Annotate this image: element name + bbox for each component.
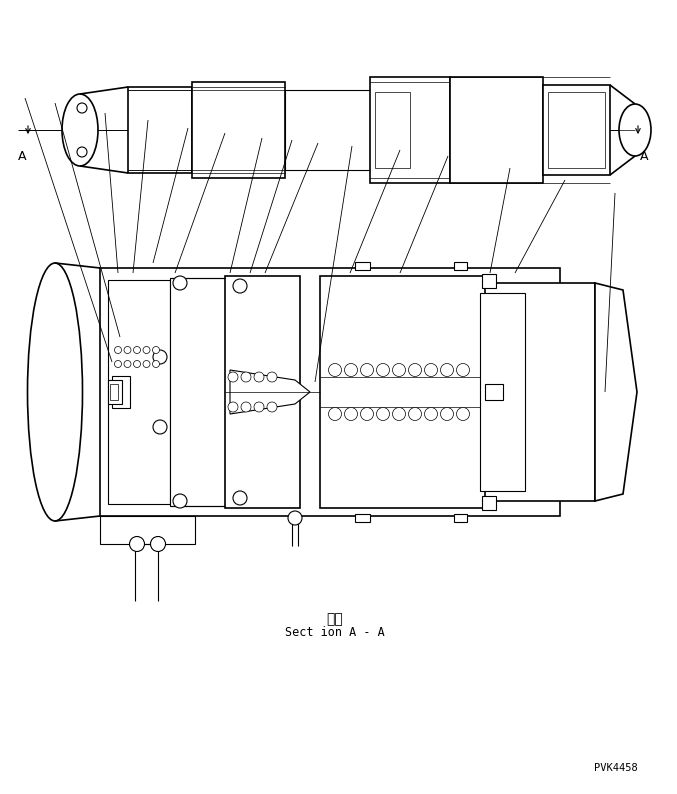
Circle shape: [328, 364, 341, 376]
Circle shape: [288, 511, 302, 525]
Bar: [100, 268, 560, 516]
Bar: [128, 87, 192, 173]
Circle shape: [441, 407, 454, 421]
Circle shape: [456, 364, 470, 376]
Bar: [375, 92, 410, 168]
Text: 断面: 断面: [326, 612, 343, 626]
Circle shape: [328, 407, 341, 421]
Circle shape: [133, 346, 141, 353]
Circle shape: [360, 364, 374, 376]
Bar: [480, 283, 595, 501]
Bar: [225, 276, 300, 508]
Circle shape: [153, 420, 167, 434]
Bar: [482, 274, 496, 288]
Bar: [355, 262, 370, 270]
Circle shape: [376, 364, 389, 376]
Bar: [450, 77, 543, 183]
Circle shape: [267, 372, 277, 382]
Circle shape: [228, 402, 238, 412]
Bar: [454, 514, 467, 522]
Bar: [170, 278, 225, 506]
Circle shape: [173, 276, 187, 290]
Bar: [110, 384, 118, 400]
Circle shape: [241, 372, 251, 382]
Ellipse shape: [28, 263, 83, 521]
Text: Sect ion A - A: Sect ion A - A: [285, 626, 385, 639]
Text: PVK4458: PVK4458: [594, 763, 638, 773]
Circle shape: [376, 407, 389, 421]
Bar: [285, 90, 370, 170]
Circle shape: [143, 346, 150, 353]
Circle shape: [360, 407, 374, 421]
Circle shape: [77, 147, 87, 157]
Bar: [192, 82, 285, 178]
Bar: [112, 376, 130, 408]
Circle shape: [424, 407, 437, 421]
Text: A: A: [18, 150, 26, 163]
Bar: [355, 514, 370, 522]
Circle shape: [124, 346, 131, 353]
Circle shape: [345, 364, 357, 376]
Circle shape: [228, 372, 238, 382]
Circle shape: [254, 402, 264, 412]
Circle shape: [150, 537, 165, 552]
Circle shape: [133, 360, 141, 368]
Circle shape: [424, 364, 437, 376]
Bar: [454, 262, 467, 270]
Bar: [548, 92, 605, 168]
Ellipse shape: [619, 104, 651, 156]
Circle shape: [143, 360, 150, 368]
Polygon shape: [230, 370, 310, 414]
Circle shape: [345, 407, 357, 421]
Circle shape: [393, 364, 406, 376]
Text: A: A: [640, 150, 649, 163]
Circle shape: [114, 360, 121, 368]
Circle shape: [408, 407, 422, 421]
Circle shape: [241, 402, 251, 412]
Circle shape: [441, 364, 454, 376]
Bar: [108, 280, 170, 504]
Circle shape: [114, 346, 121, 353]
Bar: [485, 384, 503, 400]
Circle shape: [77, 103, 87, 113]
Circle shape: [233, 279, 247, 293]
Circle shape: [393, 407, 406, 421]
Polygon shape: [595, 283, 637, 501]
Bar: [543, 85, 610, 175]
Circle shape: [153, 350, 167, 364]
Circle shape: [129, 537, 144, 552]
Circle shape: [152, 346, 160, 353]
Circle shape: [254, 372, 264, 382]
Circle shape: [152, 360, 160, 368]
Bar: [100, 516, 195, 544]
Circle shape: [124, 360, 131, 368]
Bar: [482, 496, 496, 510]
Circle shape: [233, 491, 247, 505]
Circle shape: [408, 364, 422, 376]
Bar: [108, 380, 122, 404]
Bar: [480, 293, 525, 491]
Bar: [370, 77, 450, 183]
Circle shape: [267, 402, 277, 412]
Circle shape: [173, 494, 187, 508]
Ellipse shape: [62, 94, 98, 166]
Bar: [320, 276, 485, 508]
Circle shape: [456, 407, 470, 421]
